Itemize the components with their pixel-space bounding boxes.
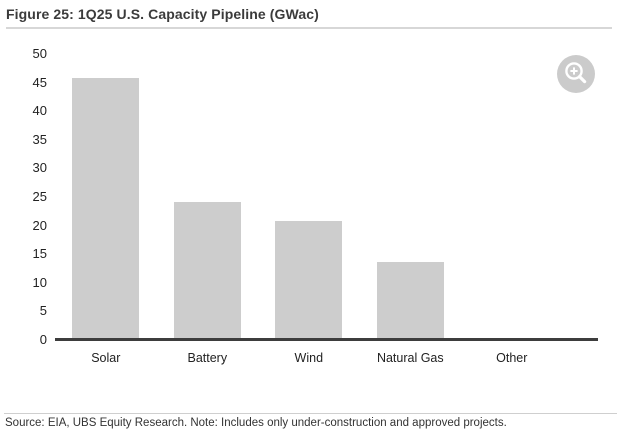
- bar-battery: [173, 202, 241, 340]
- y-tick-label-40: 40: [32, 103, 47, 119]
- zoom-button[interactable]: [557, 55, 595, 93]
- magnifier-plus-icon: [565, 62, 587, 84]
- y-tick-label-25: 25: [32, 189, 47, 204]
- bar-wind: [275, 221, 343, 340]
- y-tick-label-45: 45: [32, 74, 47, 90]
- x-axis-label-battery: Battery: [187, 351, 228, 365]
- footer-divider: [4, 413, 617, 414]
- y-tick-label-10: 10: [32, 274, 47, 290]
- source-note: Source: EIA, UBS Equity Research. Note: …: [5, 417, 507, 429]
- x-axis-label-wind: Wind: [294, 351, 324, 365]
- y-tick-label-0: 0: [39, 332, 47, 347]
- y-tick-label-30: 30: [32, 160, 47, 176]
- y-tick-label-15: 15: [32, 246, 47, 262]
- x-axis-label-natural-gas: Natural Gas: [376, 351, 444, 365]
- capacity-pipeline-bar-chart: 0 5 10 15 20 25 30 35 40 45 50 Solar Battery Wind Nat…: [32, 46, 598, 365]
- x-axis-label-other: Other: [496, 351, 528, 365]
- y-tick-label-50: 50: [32, 46, 47, 61]
- y-tick-label-20: 20: [32, 217, 47, 233]
- bar-natural-gas: [376, 262, 444, 340]
- figure-title: Figure 25: 1Q25 U.S. Capacity Pipeline (…: [6, 6, 319, 22]
- figure-header: Figure 25: 1Q25 U.S. Capacity Pipeline (…: [6, 6, 612, 29]
- y-tick-label-35: 35: [32, 131, 47, 147]
- x-axis-label-solar: Solar: [91, 351, 121, 365]
- x-axis-line: [55, 338, 598, 341]
- bar-solar: [72, 78, 140, 340]
- y-tick-label-5: 5: [39, 303, 47, 319]
